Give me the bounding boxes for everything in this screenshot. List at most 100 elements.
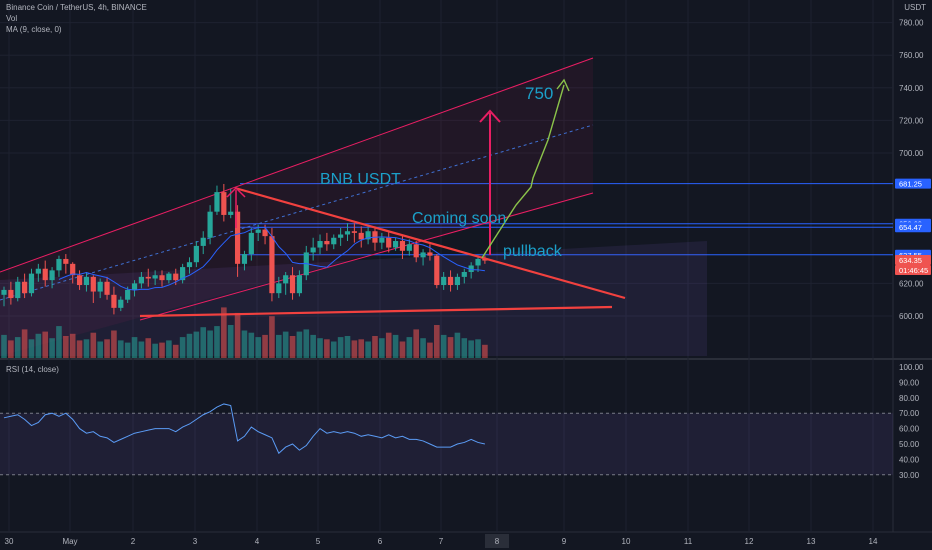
candle-body [90, 276, 96, 292]
time-tick-label: 4 [255, 537, 260, 546]
candle-body [228, 211, 234, 215]
time-tick-label: 9 [562, 537, 567, 546]
rsi-legend[interactable]: RSI (14, close) [6, 365, 59, 374]
candle-body [15, 281, 21, 299]
candle-body [461, 271, 467, 277]
volume-bar [434, 325, 440, 358]
candle-body [338, 234, 344, 238]
volume-bar [447, 337, 454, 358]
volume-bar [420, 338, 426, 358]
candle-body [214, 192, 220, 212]
price-axis[interactable]: 780.00 760.00 740.00 720.00 700.00 620.00 600.… [895, 19, 931, 321]
candle-body [111, 294, 117, 308]
candle-body [427, 252, 433, 256]
rsi-tick-label: 90.00 [899, 378, 920, 387]
candle-body [125, 289, 131, 300]
volume-bar [179, 337, 186, 358]
ma-legend[interactable]: MA (9, close, 0) [6, 25, 62, 34]
annotation-label: Coming soon [412, 210, 506, 227]
rsi-tick-label: 80.00 [899, 394, 920, 403]
volume-bar [76, 340, 83, 358]
candle-body [283, 275, 289, 284]
volume-bar [255, 337, 261, 358]
support-line [139, 305, 613, 318]
candle-body [241, 254, 248, 264]
panel-divider [0, 358, 932, 360]
candle-body [289, 275, 296, 294]
candle-body [310, 247, 316, 253]
volume-bar [468, 340, 474, 358]
candle-body [118, 299, 124, 308]
rsi-tick-label: 60.00 [899, 425, 920, 434]
volume-bar [1, 334, 7, 358]
volume-bar [49, 338, 55, 358]
rsi-line [3, 403, 486, 455]
volume-bar [200, 327, 207, 358]
candle-body [70, 263, 76, 276]
candle-body [413, 244, 419, 258]
candles [1, 183, 488, 315]
volume-legend[interactable]: Vol [6, 14, 18, 23]
volume-bar [385, 332, 392, 358]
grid-lines [0, 0, 932, 533]
candle-body [173, 273, 179, 281]
candle-body [193, 245, 199, 263]
candle-body [296, 275, 303, 294]
candle-body [42, 268, 48, 281]
time-tick-label: 8 [495, 537, 500, 546]
candle-body [392, 241, 399, 248]
candle-body [269, 236, 275, 294]
volume-bar [399, 341, 406, 358]
candle-body [406, 244, 412, 251]
time-tick-label: 13 [807, 537, 816, 546]
volume-bar [131, 337, 138, 358]
candle-body [28, 273, 35, 294]
candle-body [207, 211, 213, 238]
symbol-legend[interactable]: Binance Coin / TetherUS, 4h, BINANCE [6, 3, 147, 12]
rsi-series-line [3, 403, 486, 455]
candle-body [83, 276, 90, 286]
volume-bar [392, 334, 399, 358]
volume-bar [14, 337, 21, 358]
time-tick-label: 3 [193, 537, 198, 546]
candle-body [468, 265, 474, 272]
candle-body [351, 231, 357, 233]
volume-bar [111, 330, 117, 358]
annotation-label: pullback [503, 243, 563, 260]
candle-body [186, 262, 193, 268]
candle-body [420, 252, 426, 258]
channel-midline [0, 124, 594, 301]
time-tick-label: May [62, 537, 77, 546]
candle-body [180, 267, 186, 281]
price-tick-label: 620.00 [899, 279, 924, 288]
volume-bar [145, 338, 152, 358]
volume-bars [1, 307, 488, 358]
candle-body [358, 232, 364, 240]
candle-body [131, 283, 138, 290]
candle-body [475, 258, 481, 266]
time-axis[interactable]: 30 May 2 3 4 5 6 7 8 9 10 11 12 13 14 [5, 534, 878, 548]
volume-bar [186, 333, 193, 358]
candle-body [56, 258, 62, 271]
volume-bar [372, 336, 378, 358]
candle-body [317, 241, 323, 248]
rsi-band-fill [0, 413, 893, 475]
up-arrow-left-head [226, 186, 246, 198]
target-arrow-head [479, 109, 501, 123]
volume-bar [234, 312, 241, 358]
price-tick-label: 760.00 [899, 51, 924, 60]
volume-bar [172, 344, 179, 358]
time-tick-label: 11 [684, 537, 693, 546]
moving-average-line [58, 226, 485, 291]
candle-body [379, 237, 385, 243]
price-tick-label: 740.00 [899, 84, 924, 93]
candle-body [22, 281, 28, 294]
rsi-axis[interactable]: 100.00 90.00 80.00 70.00 60.00 50.00 40.00 30.0… [899, 363, 924, 480]
volume-bar [138, 341, 145, 358]
price-tag-box [895, 178, 931, 189]
candle-body [49, 270, 55, 281]
candle-body [1, 289, 7, 295]
volume-bar [8, 340, 14, 358]
volume-bar [56, 326, 62, 358]
